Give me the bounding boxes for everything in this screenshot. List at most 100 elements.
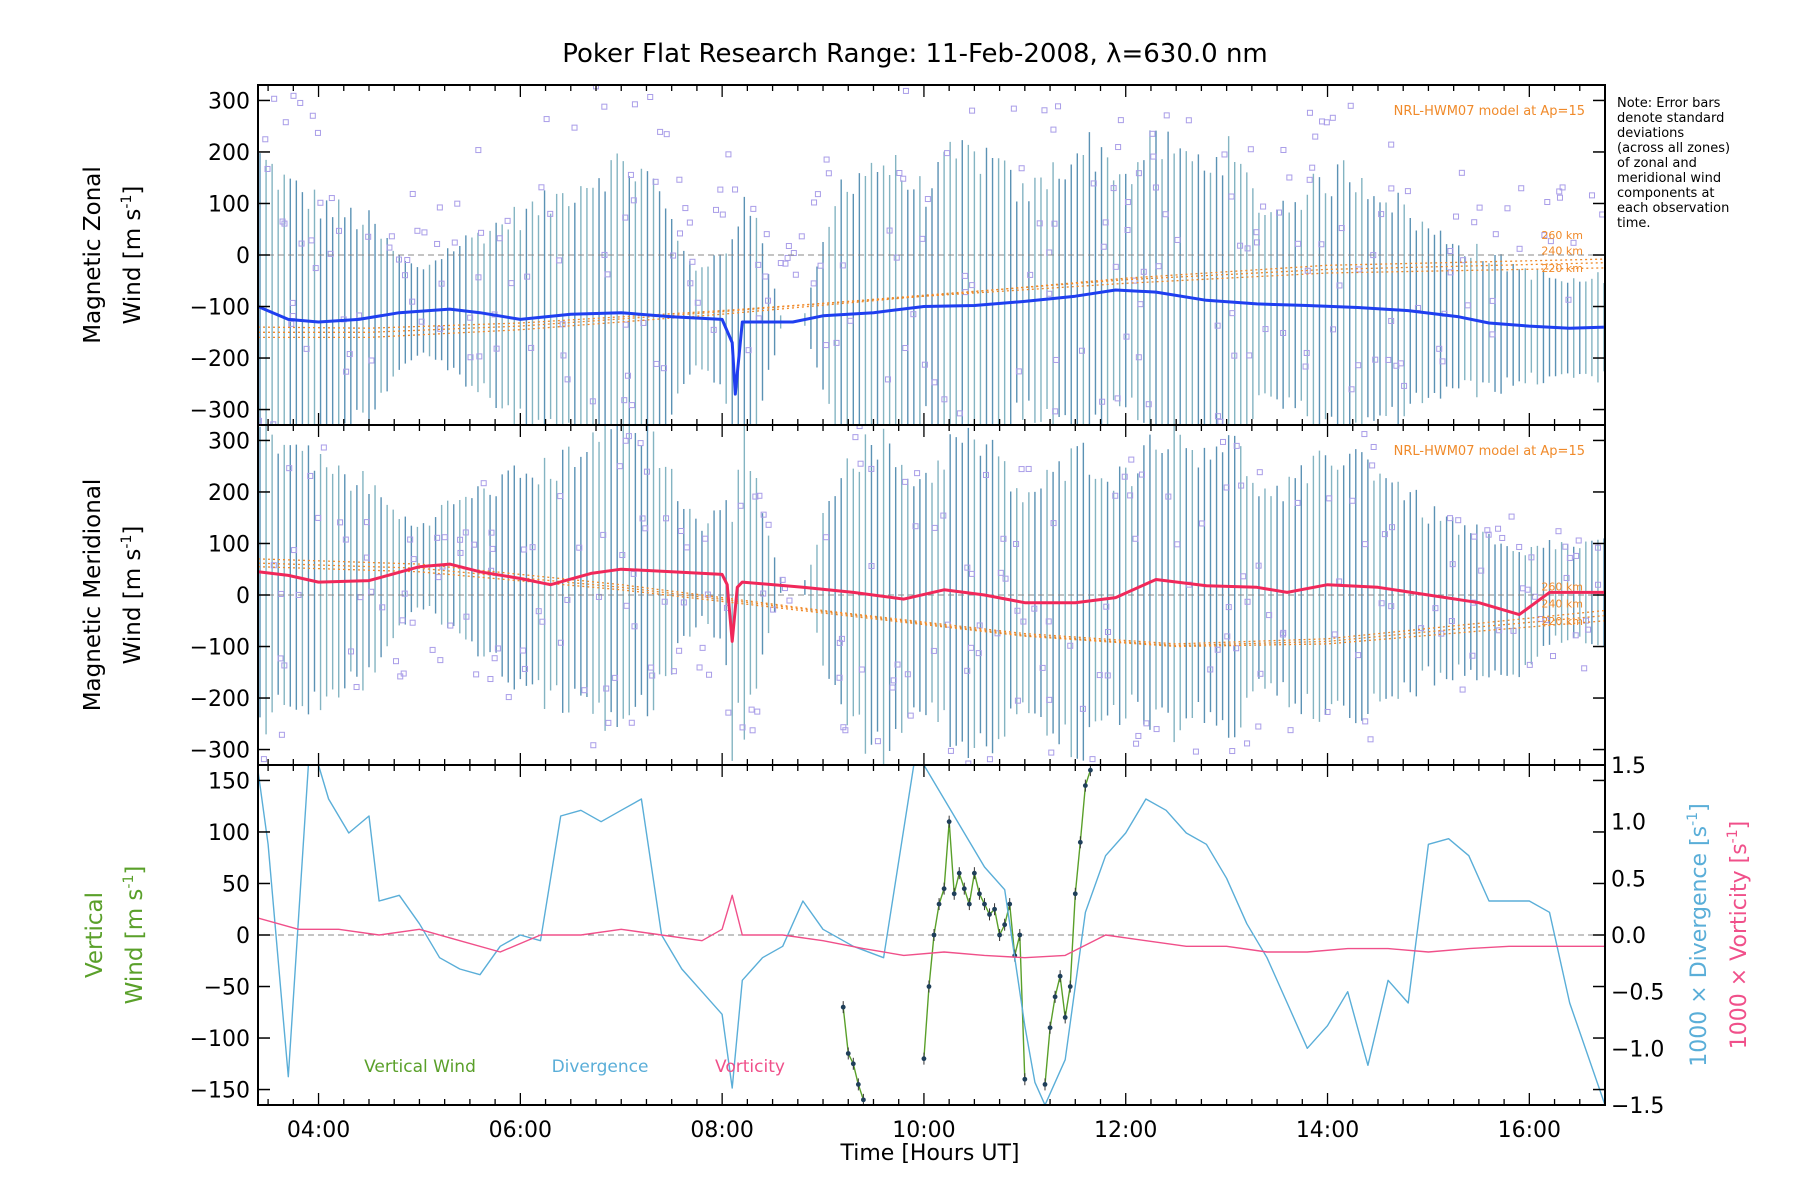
scatter-point <box>600 531 607 538</box>
series-line <box>923 821 1026 1080</box>
scatter-point <box>342 536 349 543</box>
scatter-point <box>404 257 411 264</box>
scatter-point <box>852 434 859 441</box>
y-axis-label: Vertical <box>82 892 108 978</box>
scatter-point <box>1115 144 1122 151</box>
scatter-point <box>402 272 409 279</box>
scatter-point <box>1174 541 1181 548</box>
scatter-point <box>1448 618 1455 625</box>
scatter-point <box>719 211 726 218</box>
scatter-point <box>968 570 975 577</box>
scatter-point <box>676 647 683 654</box>
y-axis-label: Wind [m s-1] <box>119 526 146 665</box>
scatter-point <box>308 237 315 244</box>
scatter-point <box>493 345 500 352</box>
scatter-point <box>982 471 989 478</box>
scatter-point <box>969 282 976 289</box>
scatter-point <box>678 527 685 534</box>
model-altitude-label: 260 km <box>1541 229 1583 242</box>
scatter-point <box>986 756 993 763</box>
scatter-point <box>1090 180 1097 187</box>
y-axis-label-text: Wind [m s <box>122 889 148 1005</box>
scatter-point <box>462 529 469 536</box>
scatter-point <box>1280 329 1287 336</box>
scatter-point <box>921 361 928 368</box>
scatter-point <box>1050 126 1057 133</box>
data-point <box>961 886 967 892</box>
data-point <box>966 901 972 907</box>
scatter-point <box>1595 581 1602 588</box>
scatter-point <box>1152 184 1159 191</box>
note-line: (across all zones) <box>1617 141 1730 156</box>
scatter-point <box>1225 604 1232 611</box>
data-point <box>860 1097 866 1103</box>
scatter-point <box>910 311 917 318</box>
scatter-point <box>817 262 824 269</box>
y-axis-label-end: ] <box>122 866 148 875</box>
scatter-point <box>1516 543 1523 550</box>
note-line: denote standard <box>1617 111 1724 126</box>
scatter-point <box>1214 646 1221 653</box>
scatter-point <box>437 325 444 332</box>
scatter-point <box>457 549 464 556</box>
scatter-point <box>286 465 293 472</box>
scatter-point <box>399 617 406 624</box>
scatter-point <box>847 317 854 324</box>
scatter-point <box>409 619 416 626</box>
scatter-point <box>823 534 830 541</box>
y-tick-label: 200 <box>208 481 250 506</box>
scatter-point <box>1404 188 1411 195</box>
scatter-point <box>1401 382 1408 389</box>
scatter-point <box>1067 642 1074 649</box>
scatter-point <box>919 235 926 242</box>
scatter-point <box>1220 438 1227 445</box>
scatter-point <box>436 204 443 211</box>
scatter-point <box>1104 628 1111 635</box>
scatter-point <box>1471 219 1478 226</box>
scatter-point <box>556 257 563 264</box>
scatter-point <box>798 233 805 240</box>
scatter-point <box>475 147 482 154</box>
scatter-point <box>1260 203 1267 210</box>
scatter-point <box>1112 492 1119 499</box>
scatter-point <box>535 608 542 615</box>
scatter-point <box>1198 520 1205 527</box>
scatter-point <box>467 314 474 321</box>
data-point <box>1007 901 1013 907</box>
scatter-point <box>1362 541 1369 548</box>
scatter-point <box>489 545 496 552</box>
scatter-point <box>1496 627 1503 634</box>
scatter-point <box>1532 593 1539 600</box>
y2-axis-label-divergence: 1000 × Divergence [s-1] <box>1685 803 1712 1066</box>
scatter-point <box>686 219 693 226</box>
scatter-point <box>1312 133 1319 140</box>
scatter-point <box>605 719 612 726</box>
scatter-point <box>1099 398 1106 405</box>
scatter-point <box>1237 242 1244 249</box>
scatter-point <box>435 574 442 581</box>
y-tick-label: −200 <box>190 687 250 712</box>
scatter-point <box>904 671 911 678</box>
y-tick-label: −300 <box>190 399 250 424</box>
scatter-point <box>429 646 436 653</box>
scatter-point <box>1244 740 1251 747</box>
scatter-point <box>1153 726 1160 733</box>
scatter-point <box>1050 520 1057 527</box>
scatter-point <box>739 724 746 731</box>
scatter-point <box>737 502 744 509</box>
model-label: NRL-HWM07 model at Ap=15 <box>1394 444 1585 459</box>
scatter-point <box>931 379 938 386</box>
scatter-point <box>1046 696 1053 703</box>
plot-area <box>258 85 1605 425</box>
scatter-point <box>1045 618 1052 625</box>
scatter-point <box>902 345 909 352</box>
data-point <box>1057 973 1063 979</box>
x-tick-label: 16:00 <box>1498 1118 1561 1143</box>
scatter-point <box>271 95 278 102</box>
scatter-point <box>968 644 975 651</box>
y-tick-label: −150 <box>190 1079 250 1104</box>
scatter-point <box>434 240 441 247</box>
scatter-point <box>896 170 903 177</box>
scatter-point <box>956 410 963 417</box>
scatter-point <box>1041 107 1048 114</box>
